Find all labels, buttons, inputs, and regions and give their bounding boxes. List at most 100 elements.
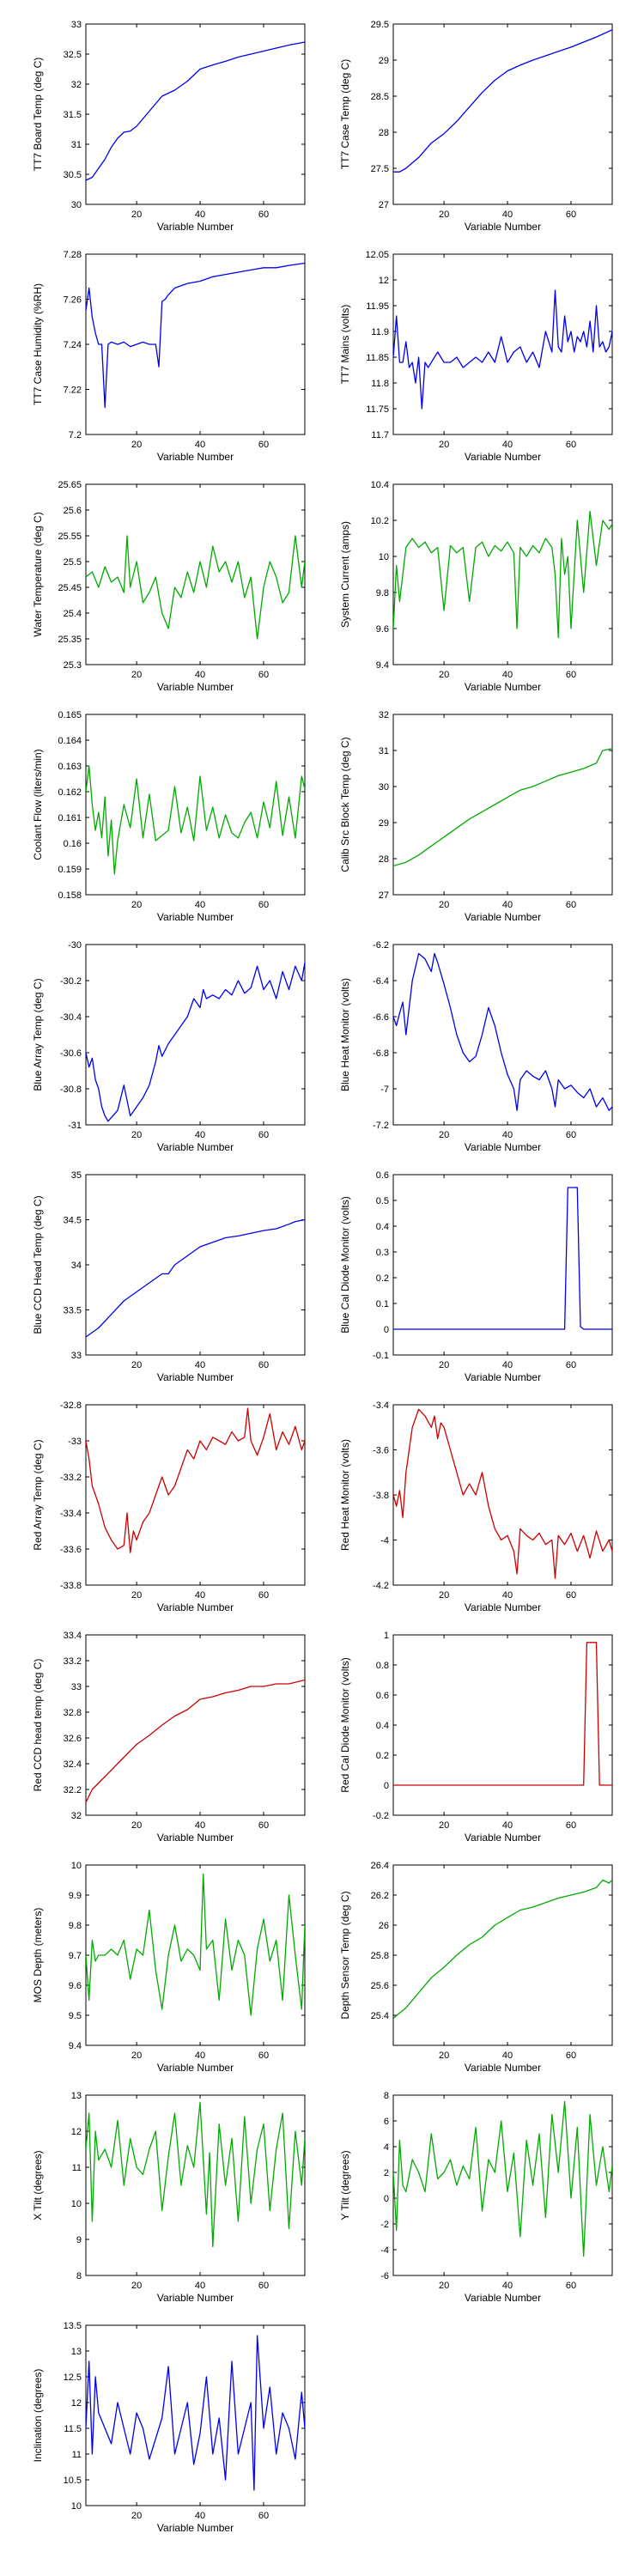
x-tick-label: 40 [502,670,513,680]
series-line [86,962,305,1122]
y-tick-label: 26.2 [371,1891,389,1901]
x-tick-label: 40 [502,210,513,220]
y-tick-label: 11.7 [371,430,389,440]
chart-panel: 9.4 9.6 9.8 10 10.2 10.4 20 40 60 Variable Number… [339,480,613,693]
x-tick-label: 60 [258,2511,269,2521]
y-tick-label: 9.6 [376,624,389,635]
plot-frame [85,1174,306,1356]
y-tick-label: 0.161 [58,813,82,823]
y-tick-label: 27.5 [371,164,389,174]
series-line [86,262,305,409]
y-tick-label: 8 [384,2091,389,2101]
x-axis-label: Variable Number [157,451,234,463]
x-tick-label: 20 [131,1360,142,1370]
y-axis-label: Blue Cal Diode Monitor (volts) [339,1196,351,1333]
y-tick-label: 0.163 [58,762,82,772]
y-tick-label: -6.8 [373,1048,389,1059]
y-tick-label: 7.22 [64,386,82,396]
chart-panel: -33.8 -33.6 -33.4 -33.2 -33 -32.8 20 40 60 Variab… [32,1400,306,1613]
plot-frame [85,944,306,1126]
chart-panel: 27 28 29 30 31 32 20 40 60 Variable Number Calib S… [339,710,613,923]
series-line [86,1407,305,1553]
y-tick-label: 11 [72,2450,82,2460]
x-tick-label: 20 [439,900,449,910]
x-axis-label: Variable Number [465,911,541,923]
chart-panel: 9.4 9.5 9.6 9.7 9.8 9.9 10 20 40 60 Variable Numbe… [32,1861,306,2074]
y-tick-label: 33.5 [64,1306,82,1316]
chart-panel: 25.3 25.35 25.4 25.45 25.5 25.55 25.6 25.65 20 40… [32,480,306,693]
y-tick-label: 32.8 [64,1708,82,1718]
y-tick-label: 31 [71,140,82,150]
y-tick-label: 25.6 [64,506,82,516]
y-tick-label: 25.3 [64,660,82,671]
x-tick-label: 20 [131,440,142,450]
chart-panel: -31 -30.8 -30.6 -30.4 -30.2 -30 20 40 60 Variable… [32,940,306,1153]
x-axis-label: Variable Number [157,911,234,923]
y-tick-label: 34.5 [64,1216,82,1226]
y-tick-label: 26 [379,1921,389,1931]
y-tick-label: -30.2 [60,976,82,987]
y-tick-label: 25.45 [58,583,82,593]
y-tick-label: 0.5 [376,1196,389,1206]
x-tick-label: 40 [195,670,205,680]
x-tick-label: 60 [258,1590,269,1601]
y-tick-label: 31.5 [64,110,82,120]
y-tick-label: -6 [380,2271,389,2281]
x-tick-label: 20 [439,1820,449,1831]
x-tick-label: 60 [258,1820,269,1831]
y-tick-label: 13 [71,2091,82,2101]
y-axis-label: TT7 Case Temp (deg C) [339,59,351,170]
x-tick-label: 40 [195,1820,205,1831]
x-tick-label: 60 [258,670,269,680]
x-tick-label: 20 [131,900,142,910]
x-tick-label: 20 [131,1130,142,1140]
x-tick-label: 40 [502,2050,513,2061]
y-axis-label: Blue Array Temp (deg C) [32,978,44,1091]
y-tick-label: 32.4 [64,1759,82,1770]
y-tick-label: 0.162 [58,787,82,798]
plot-frame [392,714,613,896]
x-tick-label: 20 [131,670,142,680]
y-tick-label: 32 [71,80,82,90]
series-line [86,535,305,640]
x-axis-label: Variable Number [157,1141,234,1153]
y-axis-label: Depth Sensor Temp (deg C) [339,1891,351,2019]
x-tick-label: 60 [566,670,576,680]
chart-panel: 32 32.2 32.4 32.6 32.8 33 33.2 33.4 20 40 60 Variab… [32,1631,306,1844]
x-tick-label: 40 [195,2511,205,2521]
chart-panel: 30 30.5 31 31.5 32 32.5 33 20 40 60 Variable Numbe… [32,20,306,233]
y-tick-label: 34 [71,1261,82,1271]
y-tick-label: 0 [384,2194,389,2204]
y-tick-label: 11 [72,2163,82,2173]
chart-panel: 7.2 7.22 7.24 7.26 7.28 20 40 60 Variable Number… [32,250,306,463]
x-tick-label: 60 [258,2281,269,2291]
y-tick-label: 9.5 [69,2011,82,2021]
x-tick-label: 20 [439,1130,449,1140]
x-tick-label: 60 [566,2050,576,2061]
x-tick-label: 60 [566,1590,576,1601]
x-axis-label: Variable Number [465,1601,541,1613]
x-tick-label: 40 [195,440,205,450]
x-tick-label: 40 [195,1590,205,1601]
x-tick-label: 60 [258,210,269,220]
y-tick-label: 33 [71,1351,82,1361]
y-tick-label: 12 [71,2398,82,2409]
y-tick-label: -4 [380,1536,389,1546]
y-tick-label: 0.4 [376,1222,389,1232]
y-tick-label: 30.5 [64,170,82,180]
y-axis-label: Red Cal Diode Monitor (volts) [339,1657,351,1792]
x-tick-label: 20 [439,2281,449,2291]
series-line [393,952,612,1111]
x-axis-label: Variable Number [465,221,541,233]
x-axis-label: Variable Number [465,2062,541,2074]
plot-frame [85,483,306,665]
y-tick-label: 0.165 [58,710,82,720]
chart-panel: 27 27.5 28 28.5 29 29.5 20 40 60 Variable Number T… [339,20,613,233]
x-tick-label: 40 [502,440,513,450]
y-tick-label: -7 [380,1084,389,1095]
y-tick-label: 0.164 [58,736,82,746]
plot-frame [392,1174,613,1356]
x-tick-label: 20 [439,2050,449,2061]
series-line [86,765,305,875]
y-tick-label: -30.8 [60,1084,82,1095]
